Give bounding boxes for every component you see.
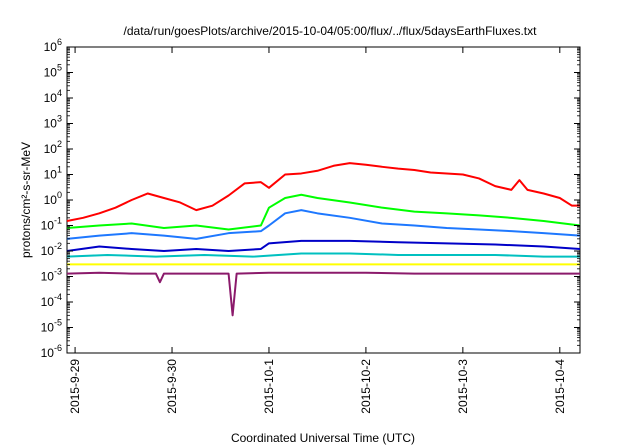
- axes-layer: 10-6 10-5 10-4 10-3 10-2 10-1 100 101 102 103 104 1…: [41, 37, 580, 414]
- series-line-2: [66, 193, 581, 231]
- series-line-4: [66, 239, 581, 252]
- x-tick-label: 2015-9-30: [165, 359, 179, 414]
- series-layer: [66, 162, 581, 317]
- y-tick-label: 101: [44, 165, 62, 182]
- y-tick-label: 106: [44, 37, 62, 54]
- y-axis-label: protons/cm²-s-sr-MeV: [19, 142, 33, 258]
- x-tick-label: 2015-10-2: [359, 359, 373, 414]
- series-line-1: [66, 162, 580, 222]
- x-tick-label: 2015-10-1: [262, 359, 276, 414]
- x-tick-label: 2015-10-4: [553, 359, 567, 414]
- y-tick-label: 10-3: [41, 267, 62, 284]
- y-tick-label: 100: [44, 190, 62, 207]
- y-tick-label: 104: [44, 88, 62, 105]
- y-tick-label: 10-6: [41, 343, 62, 360]
- y-tick-label: 10-1: [41, 216, 62, 233]
- x-tick-label: 2015-9-29: [68, 359, 82, 414]
- series-line-3: [66, 209, 581, 240]
- series-line-7: [66, 271, 580, 317]
- plot-frame: [66, 46, 581, 354]
- chart-title: /data/run/goesPlots/archive/2015-10-04/0…: [124, 24, 538, 38]
- y-tick-label: 103: [44, 114, 62, 131]
- series-line-5: [66, 252, 580, 258]
- x-axis-label: Coordinated Universal Time (UTC): [231, 431, 415, 445]
- y-tick-label: 105: [44, 63, 62, 80]
- y-tick-label: 10-4: [41, 292, 62, 309]
- y-tick-label: 10-5: [41, 318, 62, 335]
- x-tick-label: 2015-10-3: [456, 359, 470, 414]
- y-tick-label: 10-2: [41, 241, 62, 258]
- y-tick-label: 102: [44, 139, 62, 156]
